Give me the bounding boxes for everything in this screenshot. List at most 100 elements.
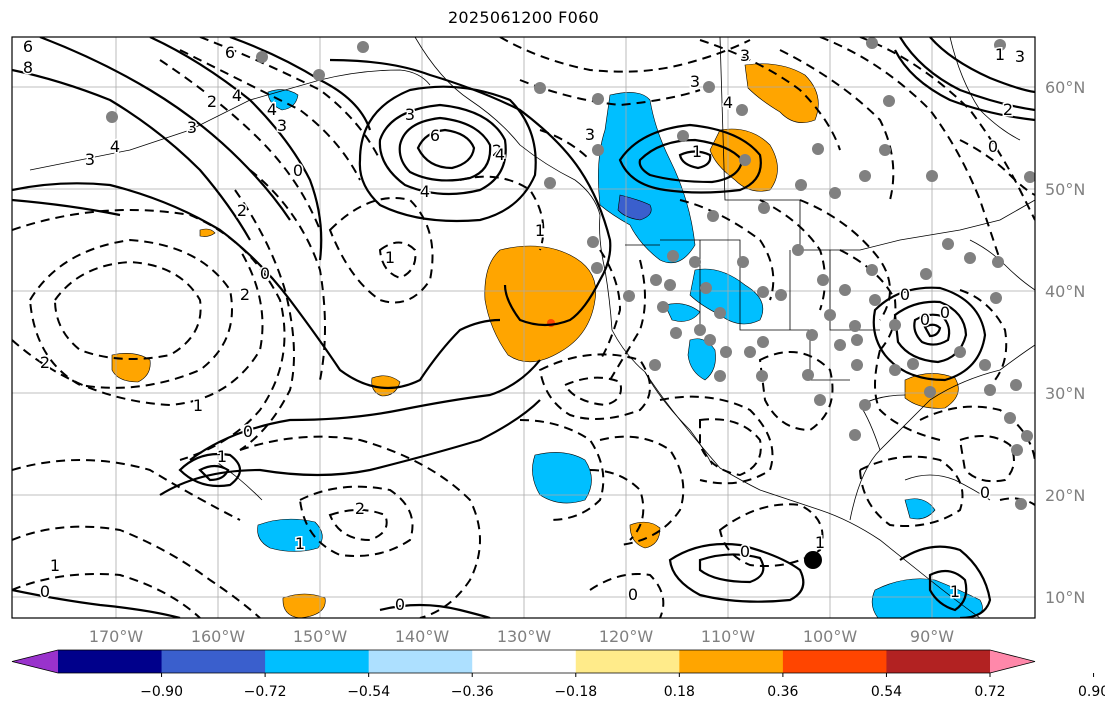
contour-label: 1: [535, 221, 545, 240]
contour-label: 3: [187, 118, 197, 137]
contour-label: 1: [950, 582, 960, 601]
colorbar-box: [679, 650, 784, 673]
contour-label: 0: [40, 582, 50, 601]
colorbar-tick-label: 0.18: [664, 684, 695, 700]
colorbar-box: [265, 650, 370, 673]
blue-patch-pacific-northwest: [598, 92, 696, 264]
colorbar-tick-label: −0.54: [347, 684, 390, 700]
orange-patch-west-pacific: [111, 353, 151, 383]
colorbar-tick-label: 0.36: [767, 684, 798, 700]
map-title: 2025061200 F060: [447, 8, 600, 27]
colorbar-tick-label: −0.36: [451, 684, 494, 700]
contour-label: 8: [23, 58, 33, 77]
contour-label: 0: [920, 310, 930, 329]
lon-label-100w: 100°W: [803, 627, 858, 646]
contour-label: 1: [50, 556, 60, 575]
colorbar-tick-label: 0.54: [871, 684, 902, 700]
contour-label: 2: [40, 353, 50, 372]
longitude-labels: 170°W 160°W 150°W 140°W 130°W 120°W 110°…: [89, 627, 954, 646]
contour-label: 2: [355, 499, 365, 518]
contour-label: 0: [740, 542, 750, 561]
contour-label: 1: [692, 142, 702, 161]
lat-label-30: 30°N: [1045, 384, 1085, 403]
contour-label: 4: [267, 100, 277, 119]
contour-label: 0: [980, 483, 990, 502]
contour-label: 3: [405, 105, 415, 124]
contour-label: 2: [1003, 100, 1013, 119]
solid-contours: [12, 37, 1035, 618]
contour-label: 3: [1015, 47, 1025, 66]
contour-label: 4: [110, 137, 120, 156]
colorbar-min-extend: [12, 650, 58, 673]
blue-patch-central-america: [871, 578, 983, 618]
contour-label: 0: [940, 303, 950, 322]
orange-patch-offshore-california: [484, 245, 597, 363]
contour-label: 0: [988, 137, 998, 156]
colorbar-max-extend: [990, 650, 1035, 673]
contour-label: 3: [85, 150, 95, 169]
blue-patch-hawaii-region: [257, 518, 323, 552]
colorbar-tick-label: −0.18: [554, 684, 597, 700]
contour-label: 3: [585, 125, 595, 144]
contour-label: 4: [232, 86, 242, 105]
lon-label-130w: 130°W: [497, 627, 552, 646]
colorbar-box: [575, 650, 680, 673]
lon-label-140w: 140°W: [395, 627, 450, 646]
contour-label: 0: [260, 264, 270, 283]
contour-label: 1: [217, 447, 227, 466]
contour-label: 6: [225, 43, 235, 62]
lat-label-20: 20°N: [1045, 486, 1085, 505]
blue-patch-caribbean: [904, 498, 936, 520]
colorbar-outline: [11, 649, 1036, 674]
shaded-anomaly-patches: [111, 63, 983, 618]
lat-label-60: 60°N: [1045, 78, 1085, 97]
colorbar: −0.90 −0.72 −0.54 −0.36 −0.18 0.18 0.36 0.54 0.7…: [11, 649, 1105, 700]
lat-label-40: 40°N: [1045, 282, 1085, 301]
contour-label: 1: [815, 533, 825, 552]
colorbar-box: [161, 650, 266, 673]
contour-label: 2: [237, 201, 247, 220]
contour-label: 3: [690, 72, 700, 91]
colorbar-box: [58, 650, 163, 673]
orange-patch-north: [744, 63, 819, 123]
colorbar-tick-label: −0.72: [244, 684, 287, 700]
contour-label: 6: [23, 37, 33, 56]
black-marker-dot: [804, 551, 822, 569]
colorbar-tick-label: 0.90: [1078, 684, 1105, 700]
contour-label: 2: [240, 285, 250, 304]
contour-label: 2: [492, 141, 502, 160]
orange-patch-mid-pacific: [371, 375, 401, 397]
contour-label: 1: [385, 248, 395, 267]
contour-label: 0: [628, 585, 638, 604]
contour-label: 0: [900, 285, 910, 304]
colorbar-box: [886, 650, 991, 673]
lat-label-10: 10°N: [1045, 588, 1085, 607]
colorbar-box: [472, 650, 577, 673]
contour-label: 4: [420, 182, 430, 201]
contour-label: 0: [243, 422, 253, 441]
contour-label: 1: [995, 45, 1005, 64]
lon-label-90w: 90°W: [910, 627, 954, 646]
colorbar-box: [368, 650, 473, 673]
contour-label: 0: [395, 595, 405, 614]
latitude-labels: 60°N 50°N 40°N 30°N 20°N 10°N: [1045, 78, 1085, 607]
blue-patch-baja-offshore: [532, 452, 592, 504]
colorbar-tick-label: −0.90: [140, 684, 183, 700]
contour-label: 1: [193, 396, 203, 415]
lat-lon-grid: [12, 37, 1035, 618]
plot-frame: [11, 36, 1036, 619]
colorbar-tick-label: 0.72: [974, 684, 1005, 700]
contour-label: 3: [740, 46, 750, 65]
lon-label-150w: 150°W: [293, 627, 348, 646]
contour-label: 4: [495, 145, 505, 164]
lon-label-120w: 120°W: [599, 627, 654, 646]
contour-label: 3: [277, 116, 287, 135]
orange-patch-small-dateline: [199, 228, 216, 237]
contour-label: 4: [723, 93, 733, 112]
contour-label: 2: [207, 92, 217, 111]
contour-label: 0: [293, 161, 303, 180]
contour-label: 1: [295, 534, 305, 553]
lat-label-50: 50°N: [1045, 180, 1085, 199]
